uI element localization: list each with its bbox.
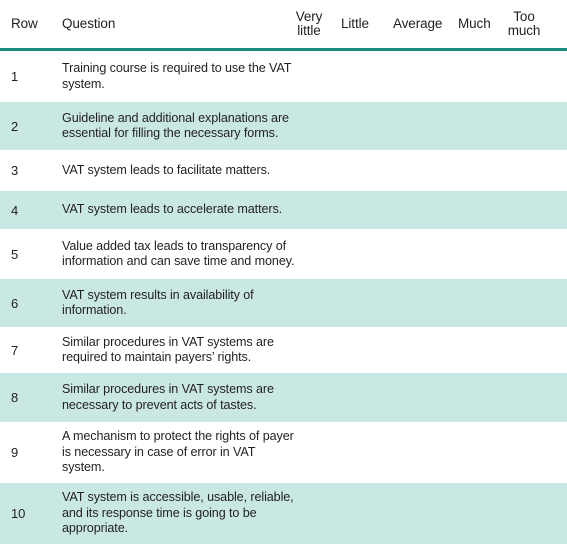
row-question: Value added tax leads to transparency of… [62, 238, 295, 269]
row-number: 8 [11, 390, 19, 405]
row-answer-cells[interactable] [292, 279, 567, 327]
row-question: Similar procedures in VAT systems are ne… [62, 382, 274, 412]
header-question: Question [62, 16, 116, 31]
header-row: Row [11, 16, 38, 31]
table-row: 1 Training course is required to use the… [0, 51, 567, 102]
row-answer-cells[interactable] [292, 373, 567, 422]
table-row: 10 VAT system is accessible, usable, rel… [0, 483, 567, 544]
table-row: 5 Value added tax leads to transparency … [0, 229, 567, 279]
row-question: VAT system leads to accelerate matters. [62, 202, 283, 217]
row-number: 1 [11, 69, 19, 84]
row-number: 4 [11, 202, 19, 218]
row-question: Guideline and additional explanations ar… [62, 110, 289, 141]
row-answer-cells[interactable] [292, 327, 567, 373]
row-number: 3 [11, 163, 19, 178]
header-very-little-line2: little [297, 23, 321, 38]
header-too-much-line2: much [507, 23, 541, 38]
header-much: Much [458, 16, 491, 31]
table-row: 3 VAT system leads to facilitate matters… [0, 150, 567, 191]
row-answer-cells[interactable] [292, 483, 567, 544]
row-question: VAT system results in availability of in… [62, 287, 254, 318]
table-row: 8 Similar procedures in VAT systems are … [0, 373, 567, 422]
row-number: 9 [11, 445, 19, 460]
row-question: VAT system leads to facilitate matters. [62, 162, 271, 177]
row-answer-cells[interactable] [292, 102, 567, 150]
table-row: 7 Similar procedures in VAT systems are … [0, 327, 567, 373]
header-average: Average [393, 16, 443, 31]
header-little: Little [341, 16, 369, 31]
row-number: 6 [11, 295, 19, 311]
row-number: 7 [11, 342, 19, 358]
header-very-little: Very little [292, 0, 326, 48]
row-answer-cells[interactable] [292, 150, 567, 191]
table-row: 4 VAT system leads to accelerate matters… [0, 191, 567, 229]
row-number: 10 [11, 506, 26, 521]
row-answer-cells[interactable] [292, 191, 567, 229]
header-too-much: Too much [506, 0, 542, 48]
row-number: 5 [11, 246, 19, 262]
row-answer-cells[interactable] [292, 422, 567, 483]
row-answer-cells[interactable] [292, 229, 567, 279]
row-question: Similar procedures in VAT systems are re… [62, 334, 274, 365]
table-row: 2 Guideline and additional explanations … [0, 102, 567, 150]
row-question: VAT system is accessible, usable, reliab… [62, 490, 294, 536]
row-answer-cells[interactable] [292, 51, 567, 102]
table-header: Row Question Very little Little Average … [0, 0, 567, 51]
table-row: 9 A mechanism to protect the rights of p… [0, 422, 567, 483]
row-number: 2 [11, 118, 19, 134]
row-question: A mechanism to protect the rights of pay… [62, 429, 294, 475]
header-very-little-line1: Very [295, 9, 323, 24]
table-row: 6 VAT system results in availability of … [0, 279, 567, 327]
row-question: Training course is required to use the V… [62, 61, 292, 91]
header-too-much-line1: Too [513, 9, 535, 24]
